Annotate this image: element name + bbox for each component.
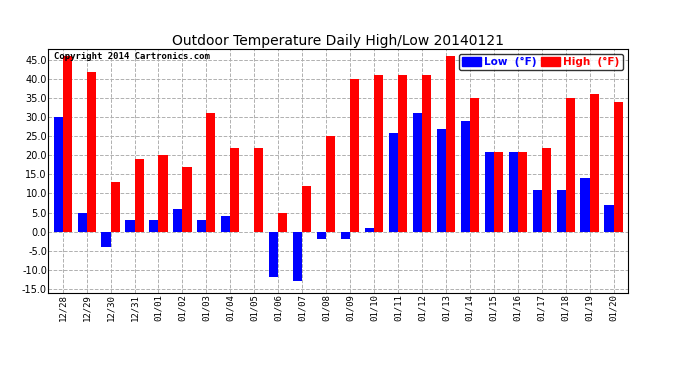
Bar bbox=[110, 182, 119, 231]
Bar bbox=[613, 102, 622, 231]
Bar bbox=[374, 75, 383, 231]
Bar bbox=[135, 159, 144, 231]
Bar bbox=[437, 129, 446, 231]
Bar bbox=[221, 216, 230, 231]
Bar bbox=[317, 231, 326, 239]
Title: Outdoor Temperature Daily High/Low 20140121: Outdoor Temperature Daily High/Low 20140… bbox=[172, 34, 504, 48]
Bar bbox=[518, 152, 527, 231]
Bar bbox=[87, 72, 96, 231]
Bar bbox=[173, 209, 182, 231]
Bar bbox=[159, 155, 168, 231]
Bar bbox=[182, 167, 192, 231]
Bar bbox=[589, 94, 599, 231]
Bar bbox=[470, 98, 479, 231]
Bar bbox=[293, 231, 302, 281]
Bar bbox=[230, 148, 239, 231]
Bar bbox=[494, 152, 503, 231]
Bar bbox=[206, 114, 215, 231]
Bar bbox=[255, 148, 264, 231]
Bar bbox=[542, 148, 551, 231]
Text: Copyright 2014 Cartronics.com: Copyright 2014 Cartronics.com bbox=[54, 53, 210, 62]
Bar bbox=[566, 98, 575, 231]
Legend: Low  (°F), High  (°F): Low (°F), High (°F) bbox=[459, 54, 622, 70]
Bar bbox=[533, 190, 542, 231]
Bar bbox=[398, 75, 407, 231]
Bar bbox=[341, 231, 350, 239]
Bar bbox=[389, 132, 398, 231]
Bar bbox=[422, 75, 431, 231]
Bar bbox=[365, 228, 374, 231]
Bar bbox=[604, 205, 613, 231]
Bar bbox=[509, 152, 518, 231]
Bar bbox=[63, 56, 72, 231]
Bar bbox=[149, 220, 159, 231]
Bar bbox=[278, 213, 287, 231]
Bar bbox=[54, 117, 63, 231]
Bar bbox=[101, 231, 110, 247]
Bar bbox=[446, 56, 455, 231]
Bar bbox=[197, 220, 206, 231]
Bar bbox=[484, 152, 494, 231]
Bar bbox=[77, 213, 87, 231]
Bar bbox=[302, 186, 311, 231]
Bar bbox=[461, 121, 470, 231]
Bar bbox=[580, 178, 589, 231]
Bar bbox=[557, 190, 566, 231]
Bar bbox=[413, 114, 422, 231]
Bar bbox=[126, 220, 135, 231]
Bar bbox=[326, 136, 335, 231]
Bar bbox=[269, 231, 278, 277]
Bar bbox=[350, 79, 359, 231]
